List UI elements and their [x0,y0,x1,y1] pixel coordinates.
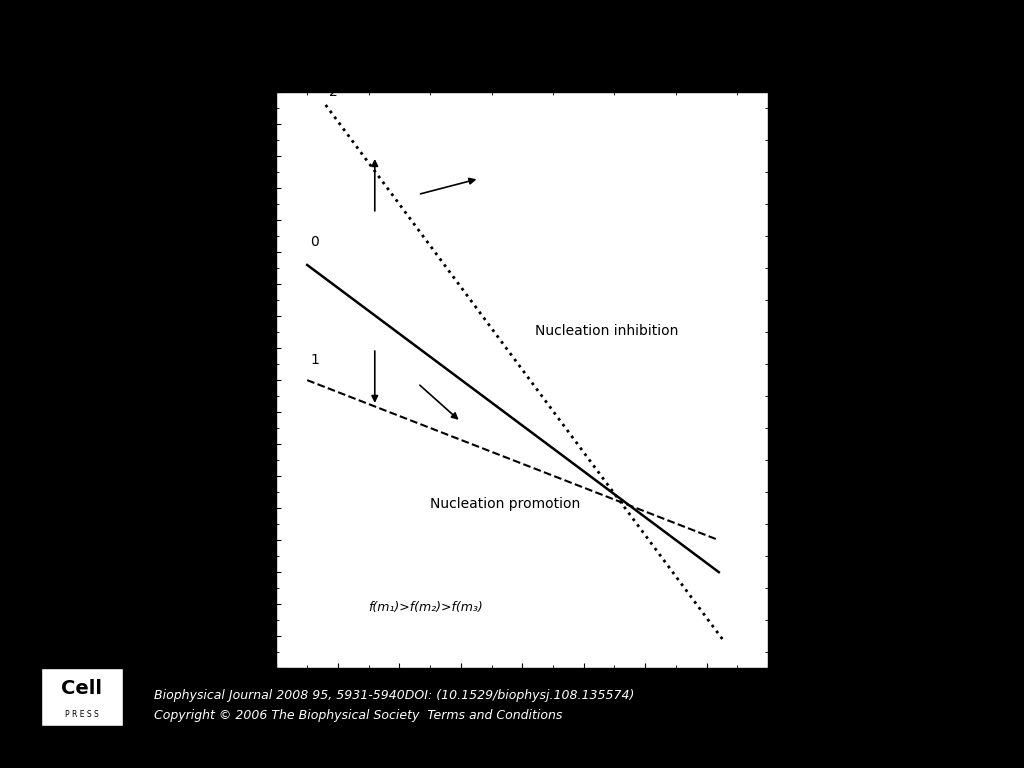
Text: Cell: Cell [61,679,102,698]
Text: Figure 3: Figure 3 [473,41,551,59]
Y-axis label: ln J: ln J [226,368,244,392]
Text: 0: 0 [310,235,319,249]
Text: 1: 1 [310,353,319,367]
Text: f(m₁)>f(m₂)>f(m₃): f(m₁)>f(m₂)>f(m₃) [369,601,483,614]
X-axis label: 1/[ln(1 + σ)]²: 1/[ln(1 + σ)]² [468,693,577,710]
Text: Biophysical Journal 2008 95, 5931-5940DOI: (10.1529/biophysj.108.135574): Biophysical Journal 2008 95, 5931-5940DO… [154,689,634,701]
Text: P R E S S: P R E S S [66,710,98,719]
Text: Nucleation inhibition: Nucleation inhibition [535,324,678,339]
Text: 2: 2 [329,84,338,98]
Text: Nucleation promotion: Nucleation promotion [430,497,581,511]
Text: Copyright © 2006 The Biophysical Society  Terms and Conditions: Copyright © 2006 The Biophysical Society… [154,710,562,722]
